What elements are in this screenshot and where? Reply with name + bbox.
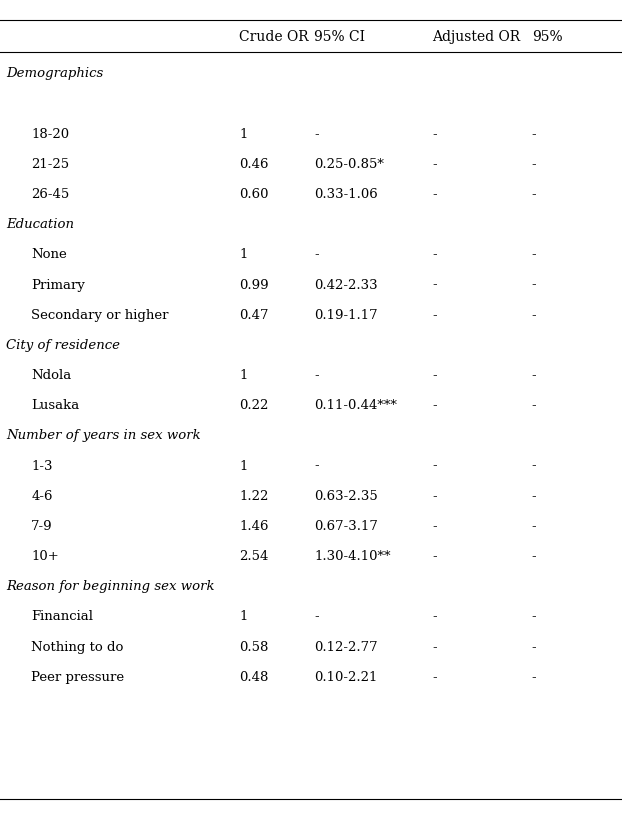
- Text: -: -: [532, 399, 536, 412]
- Text: 95% CI: 95% CI: [314, 29, 365, 44]
- Text: 1.46: 1.46: [239, 519, 269, 532]
- Text: 0.42-2.33: 0.42-2.33: [314, 278, 378, 292]
- Text: 1-3: 1-3: [31, 459, 53, 472]
- Text: City of residence: City of residence: [6, 338, 120, 351]
- Text: -: -: [432, 278, 437, 292]
- Text: 1: 1: [239, 248, 248, 261]
- Text: -: -: [532, 550, 536, 563]
- Text: 0.11-0.44***: 0.11-0.44***: [314, 399, 397, 412]
- Text: -: -: [432, 157, 437, 170]
- Text: Demographics: Demographics: [6, 67, 103, 80]
- Text: 21-25: 21-25: [31, 157, 69, 170]
- Text: 1.30-4.10**: 1.30-4.10**: [314, 550, 391, 563]
- Text: -: -: [532, 670, 536, 683]
- Text: -: -: [532, 278, 536, 292]
- Text: 1: 1: [239, 128, 248, 141]
- Text: 26-45: 26-45: [31, 188, 69, 201]
- Text: 1: 1: [239, 459, 248, 472]
- Text: Adjusted OR: Adjusted OR: [432, 29, 521, 44]
- Text: Secondary or higher: Secondary or higher: [31, 308, 169, 321]
- Text: 0.48: 0.48: [239, 670, 269, 683]
- Text: -: -: [432, 369, 437, 382]
- Text: 2.54: 2.54: [239, 550, 269, 563]
- Text: 0.46: 0.46: [239, 157, 269, 170]
- Text: Primary: Primary: [31, 278, 85, 292]
- Text: Crude OR: Crude OR: [239, 29, 309, 44]
- Text: -: -: [432, 399, 437, 412]
- Text: -: -: [432, 459, 437, 472]
- Text: -: -: [532, 188, 536, 201]
- Text: 0.47: 0.47: [239, 308, 269, 321]
- Text: -: -: [314, 248, 318, 261]
- Text: 1: 1: [239, 609, 248, 622]
- Text: -: -: [532, 157, 536, 170]
- Text: -: -: [432, 609, 437, 622]
- Text: -: -: [314, 369, 318, 382]
- Text: 0.58: 0.58: [239, 640, 269, 653]
- Text: -: -: [432, 489, 437, 502]
- Text: -: -: [432, 308, 437, 321]
- Text: 0.33-1.06: 0.33-1.06: [314, 188, 378, 201]
- Text: -: -: [432, 670, 437, 683]
- Text: 10+: 10+: [31, 550, 59, 563]
- Text: 0.22: 0.22: [239, 399, 269, 412]
- Text: 0.67-3.17: 0.67-3.17: [314, 519, 378, 532]
- Text: None: None: [31, 248, 67, 261]
- Text: Lusaka: Lusaka: [31, 399, 80, 412]
- Text: -: -: [532, 640, 536, 653]
- Text: 0.99: 0.99: [239, 278, 269, 292]
- Text: 0.19-1.17: 0.19-1.17: [314, 308, 378, 321]
- Text: 4-6: 4-6: [31, 489, 53, 502]
- Text: 95%: 95%: [532, 29, 562, 44]
- Text: -: -: [432, 128, 437, 141]
- Text: -: -: [532, 128, 536, 141]
- Text: 1: 1: [239, 369, 248, 382]
- Text: 18-20: 18-20: [31, 128, 69, 141]
- Text: Nothing to do: Nothing to do: [31, 640, 124, 653]
- Text: 0.60: 0.60: [239, 188, 269, 201]
- Text: -: -: [432, 519, 437, 532]
- Text: -: -: [532, 308, 536, 321]
- Text: -: -: [314, 609, 318, 622]
- Text: 0.63-2.35: 0.63-2.35: [314, 489, 378, 502]
- Text: Peer pressure: Peer pressure: [31, 670, 124, 683]
- Text: -: -: [432, 640, 437, 653]
- Text: -: -: [532, 609, 536, 622]
- Text: 1.22: 1.22: [239, 489, 269, 502]
- Text: -: -: [432, 188, 437, 201]
- Text: Education: Education: [6, 218, 74, 231]
- Text: 0.25-0.85*: 0.25-0.85*: [314, 157, 384, 170]
- Text: Reason for beginning sex work: Reason for beginning sex work: [6, 580, 215, 593]
- Text: -: -: [532, 519, 536, 532]
- Text: Ndola: Ndola: [31, 369, 72, 382]
- Text: -: -: [532, 369, 536, 382]
- Text: -: -: [432, 248, 437, 261]
- Text: Number of years in sex work: Number of years in sex work: [6, 429, 201, 442]
- Text: -: -: [532, 489, 536, 502]
- Text: -: -: [532, 248, 536, 261]
- Text: Financial: Financial: [31, 609, 93, 622]
- Text: -: -: [532, 459, 536, 472]
- Text: -: -: [314, 459, 318, 472]
- Text: 7-9: 7-9: [31, 519, 53, 532]
- Text: -: -: [432, 550, 437, 563]
- Text: 0.10-2.21: 0.10-2.21: [314, 670, 378, 683]
- Text: 0.12-2.77: 0.12-2.77: [314, 640, 378, 653]
- Text: -: -: [314, 128, 318, 141]
